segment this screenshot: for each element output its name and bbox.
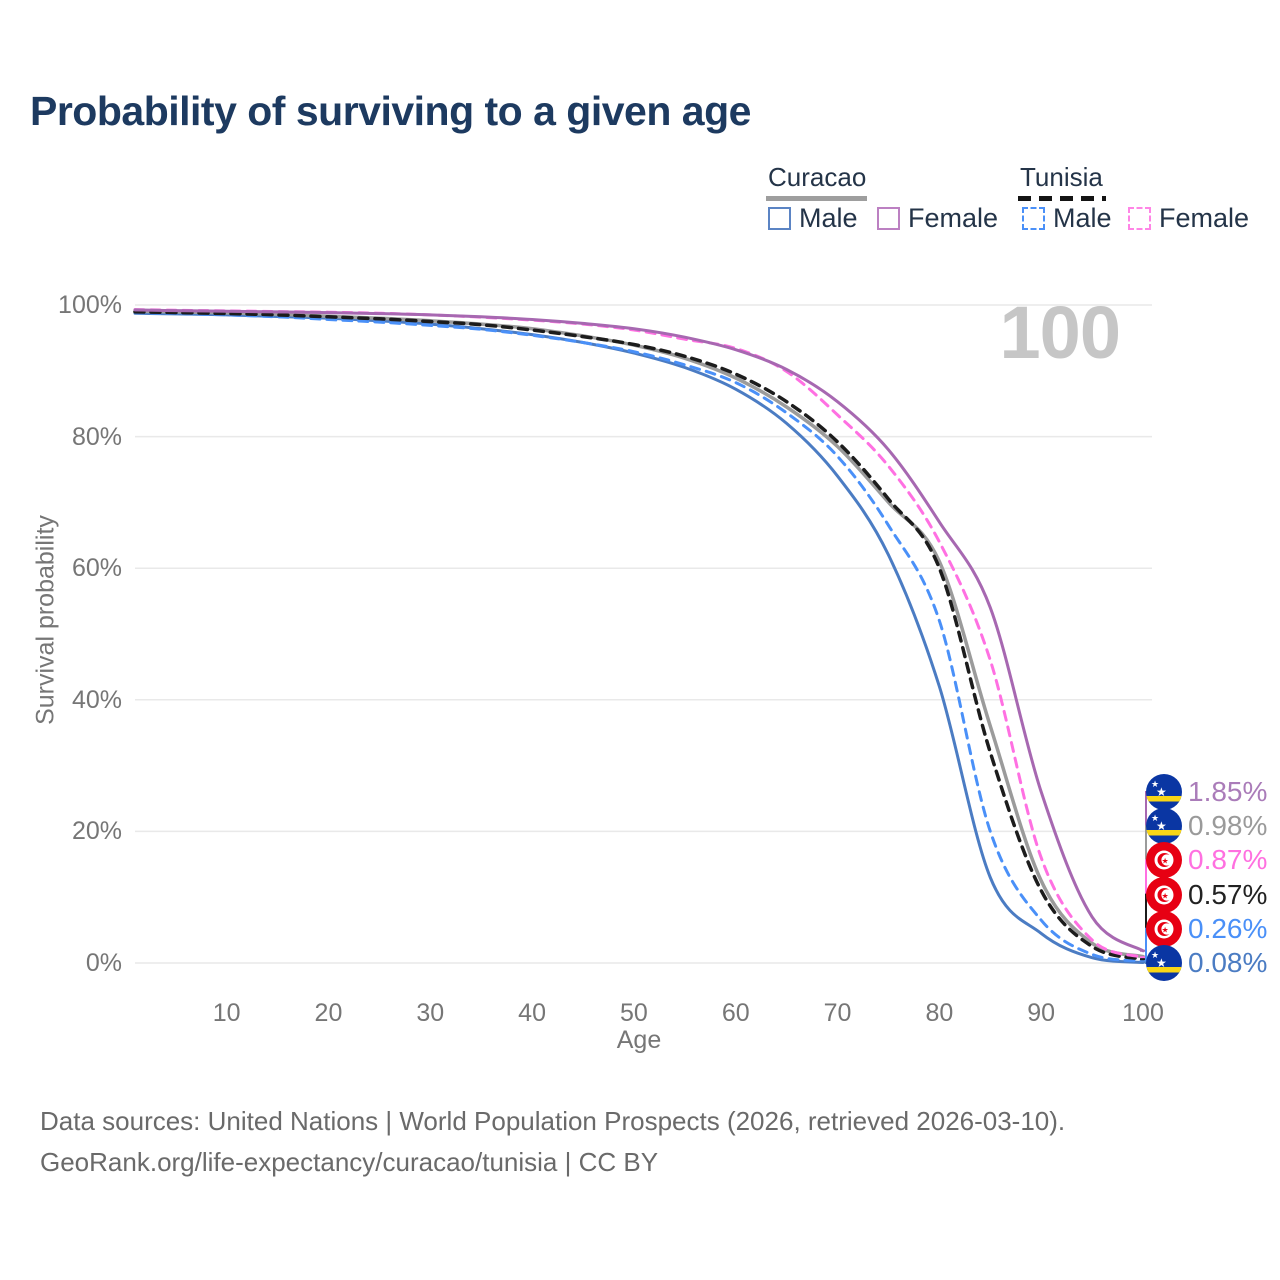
y-axis-title: Survival probability xyxy=(31,515,60,725)
watermark-age-100: 100 xyxy=(999,291,1121,374)
tunisia-flag-icon: ★ xyxy=(1146,910,1182,947)
legend-label-tunisia-female[interactable]: Female xyxy=(1159,203,1250,233)
x-tick-label: 90 xyxy=(1027,999,1056,1027)
y-tick-label: 80% xyxy=(71,422,122,451)
legend-swatch-tunisia-female[interactable] xyxy=(1128,207,1151,230)
end-label-value: 1.85% xyxy=(1188,776,1268,807)
tunisia-flag: ★ xyxy=(1146,876,1182,913)
end-label-value: 0.57% xyxy=(1188,878,1268,910)
x-tick-label: 50 xyxy=(620,999,648,1027)
legend-label-tunisia-male[interactable]: Male xyxy=(1053,203,1112,233)
legend-group-curacao-title: Curacao xyxy=(768,162,867,192)
curacao-flag: ★ ★ xyxy=(1146,945,1182,981)
tunisia-flag: ★ xyxy=(1146,842,1182,879)
end-label-value: 0.87% xyxy=(1188,844,1268,876)
svg-text:★: ★ xyxy=(1151,779,1159,789)
curacao-flag: ★ ★ xyxy=(1146,808,1182,845)
legend-label-curacao-male[interactable]: Male xyxy=(799,203,858,233)
curacao-flag-icon: ★★ xyxy=(1146,774,1182,810)
curacao-flag-icon: ★★ xyxy=(1146,945,1182,981)
y-tick-label: 0% xyxy=(85,949,122,977)
x-tick-label: 10 xyxy=(212,999,241,1027)
x-tick-label: 30 xyxy=(416,999,445,1027)
x-axis-title: Age xyxy=(616,1026,662,1054)
end-label-value: 0.98% xyxy=(1188,810,1268,842)
curve-tunisia-male xyxy=(133,311,1145,963)
x-tick-label: 20 xyxy=(314,999,343,1027)
x-tick-label: 40 xyxy=(518,999,546,1027)
tunisia-flag-icon: ★ xyxy=(1146,842,1182,879)
legend-swatch-curacao-male[interactable] xyxy=(768,207,791,230)
tunisia-dashed-line-sample xyxy=(1018,196,1106,201)
x-tick-label: 100 xyxy=(1122,999,1164,1027)
legend-swatch-curacao-female[interactable] xyxy=(877,207,900,230)
curve-curacao-total xyxy=(133,309,1145,959)
legend-label-curacao-female[interactable]: Female xyxy=(908,203,999,233)
legend-group-tunisia-title: Tunisia xyxy=(1020,162,1103,192)
footer-attribution: GeoRank.org/life-expectancy/curacao/tuni… xyxy=(40,1147,659,1177)
x-tick-label: 80 xyxy=(925,999,954,1027)
x-tick-label: 70 xyxy=(823,999,852,1027)
y-tick-label: 60% xyxy=(71,554,122,583)
svg-text:★: ★ xyxy=(1162,857,1169,866)
y-tick-label: 100% xyxy=(58,291,122,319)
tunisia-flag-icon: ★ xyxy=(1146,876,1182,913)
svg-text:★: ★ xyxy=(1162,925,1169,934)
footer-data-sources: Data sources: United Nations | World Pop… xyxy=(40,1106,1066,1136)
page-title: Probability of surviving to a given age xyxy=(30,88,751,134)
y-tick-label: 40% xyxy=(71,685,122,714)
curve-tunisia-female xyxy=(133,308,1145,959)
curve-curacao-male xyxy=(133,311,1145,964)
svg-text:★: ★ xyxy=(1156,785,1167,799)
curacao-flag: ★ ★ xyxy=(1146,774,1182,810)
end-label-value: 0.08% xyxy=(1188,947,1268,978)
curacao-flag-icon: ★★ xyxy=(1146,808,1182,845)
svg-text:★: ★ xyxy=(1151,950,1159,960)
svg-text:★: ★ xyxy=(1156,819,1167,833)
curve-curacao-female xyxy=(133,308,1145,953)
y-tick-label: 20% xyxy=(71,817,122,846)
svg-text:★: ★ xyxy=(1151,813,1159,823)
svg-text:★: ★ xyxy=(1156,956,1167,970)
svg-text:★: ★ xyxy=(1162,891,1169,900)
tunisia-flag: ★ xyxy=(1146,910,1182,947)
curacao-solid-line-sample xyxy=(766,196,867,201)
legend-swatch-tunisia-male[interactable] xyxy=(1022,207,1045,230)
curve-tunisia-total xyxy=(133,310,1145,961)
x-tick-label: 60 xyxy=(721,999,750,1027)
end-label-value: 0.26% xyxy=(1188,912,1268,944)
